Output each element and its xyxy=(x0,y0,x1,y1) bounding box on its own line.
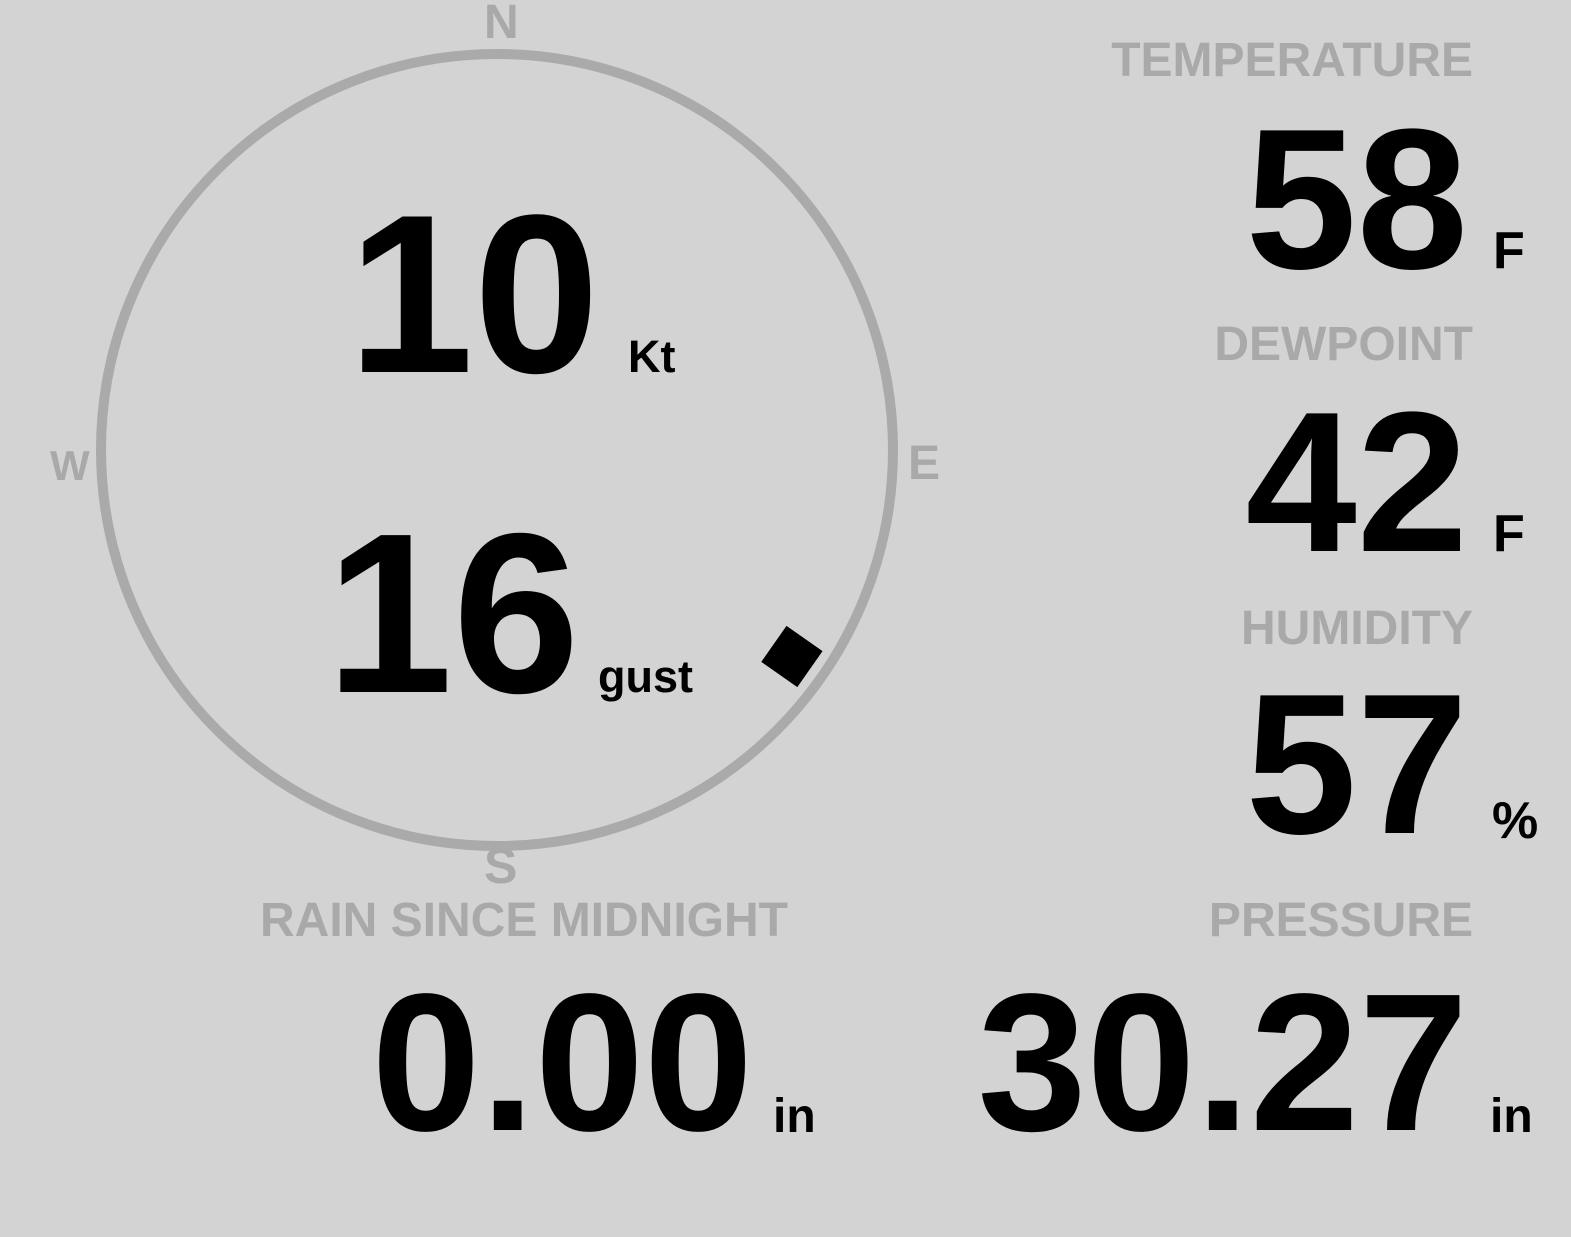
temperature-unit: F xyxy=(1493,222,1525,280)
humidity-unit: % xyxy=(1492,792,1539,850)
rain-label: RAIN SINCE MIDNIGHT xyxy=(260,894,788,947)
temperature-label: TEMPERATURE xyxy=(1111,34,1473,87)
temperature-value: 58 xyxy=(1245,88,1468,311)
wind-compass xyxy=(96,49,898,851)
compass-east: E xyxy=(908,437,941,490)
compass-south: S xyxy=(484,838,518,894)
rain-unit: in xyxy=(773,1090,816,1143)
dewpoint-unit: F xyxy=(1493,505,1525,563)
wind-speed-unit: Kt xyxy=(628,331,676,382)
wind-direction-marker xyxy=(761,625,823,688)
pressure-unit: in xyxy=(1490,1090,1533,1143)
humidity-label: HUMIDITY xyxy=(1241,602,1473,655)
wind-speed-value: 10 xyxy=(348,167,600,420)
compass-ring xyxy=(96,49,898,851)
dewpoint-label: DEWPOINT xyxy=(1214,318,1473,371)
dewpoint-value: 42 xyxy=(1245,371,1468,594)
wind-gust-unit: gust xyxy=(598,651,693,702)
pressure-label: PRESSURE xyxy=(1208,894,1473,947)
rain-value: 0.00 xyxy=(371,953,753,1172)
compass-west: W xyxy=(50,442,90,489)
pressure-value: 30.27 xyxy=(977,953,1468,1172)
wind-gust-value: 16 xyxy=(326,487,580,741)
humidity-value: 57 xyxy=(1245,653,1468,876)
compass-north: N xyxy=(484,0,519,49)
